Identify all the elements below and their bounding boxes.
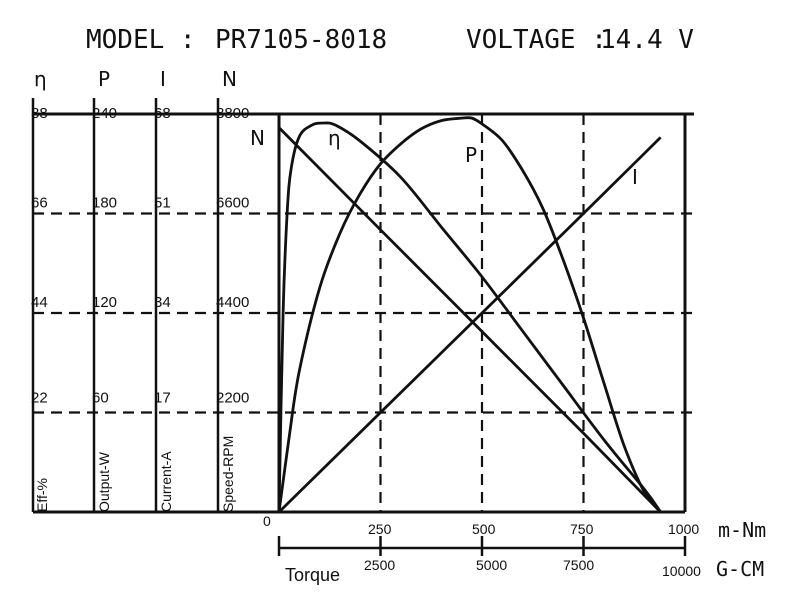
axis-name-current: Current-A bbox=[158, 451, 174, 512]
x-unit-secondary: G-CM bbox=[716, 557, 764, 581]
y-tick-output-w-120: 120 bbox=[92, 294, 117, 311]
model-value: PR7105-8018 bbox=[215, 25, 387, 55]
voltage-value: 14.4 V bbox=[600, 25, 694, 55]
voltage-label: VOLTAGE : bbox=[466, 25, 607, 55]
axis-name-speed: Speed-RPM bbox=[220, 436, 236, 512]
y-tick-current-a-51: 51 bbox=[154, 195, 171, 212]
chart-marks: 22 44 66 88 60 120 180 240 17 34 51 68 2200 4400 6600 8… bbox=[31, 98, 694, 556]
y-tick-speed-rpm-8800: 8800 bbox=[216, 105, 249, 122]
axis-symbol-speed: N bbox=[222, 67, 237, 91]
model-label: MODEL : bbox=[86, 25, 196, 55]
x-tick-0: 0 bbox=[263, 513, 271, 529]
y-tick-output-w-60: 60 bbox=[92, 390, 109, 407]
x-tick-750: 750 bbox=[570, 521, 594, 537]
x-tick-500: 500 bbox=[472, 521, 496, 537]
y-tick-current-a-34: 34 bbox=[154, 294, 171, 311]
x-tick-250: 250 bbox=[368, 521, 392, 537]
curve-label-current: I bbox=[632, 165, 638, 189]
y-tick-eff-%-44: 44 bbox=[31, 294, 48, 311]
y-tick-eff-%-88: 88 bbox=[31, 105, 48, 122]
series-eff-%-curve bbox=[277, 121, 662, 513]
x-unit-primary: m-Nm bbox=[718, 518, 766, 542]
x2-tick-10000: 10000 bbox=[662, 563, 701, 579]
x-axis-label: Torque bbox=[285, 565, 340, 585]
curve-label-speed: N bbox=[250, 126, 265, 150]
y-tick-output-w-180: 180 bbox=[92, 195, 117, 212]
y-tick-output-w-240: 240 bbox=[92, 105, 117, 122]
axis-symbol-current: I bbox=[160, 67, 166, 91]
curve-label-efficiency: η bbox=[328, 126, 341, 150]
series-output-w-curve bbox=[277, 116, 662, 513]
curve-label-output: P bbox=[465, 143, 477, 167]
y-tick-eff-%-22: 22 bbox=[31, 390, 48, 407]
series-speed-rpm-curve bbox=[278, 126, 662, 513]
axis-symbol-eff: η bbox=[34, 67, 47, 91]
x2-tick-5000: 5000 bbox=[476, 557, 507, 573]
axis-symbol-output: P bbox=[98, 67, 110, 91]
x2-tick-2500: 2500 bbox=[364, 557, 395, 573]
axis-name-eff: Eff-% bbox=[34, 478, 50, 512]
y-tick-speed-rpm-2200: 2200 bbox=[216, 390, 249, 407]
y-tick-current-a-68: 68 bbox=[154, 105, 171, 122]
y-tick-speed-rpm-4400: 4400 bbox=[216, 294, 249, 311]
series-current-a-curve bbox=[278, 136, 662, 513]
x-tick-1000: 1000 bbox=[668, 521, 699, 537]
y-tick-eff-%-66: 66 bbox=[31, 195, 48, 212]
y-tick-speed-rpm-6600: 6600 bbox=[216, 195, 249, 212]
x2-tick-7500: 7500 bbox=[563, 557, 594, 573]
axis-name-output: Output-W bbox=[96, 451, 112, 512]
y-tick-current-a-17: 17 bbox=[154, 390, 171, 407]
